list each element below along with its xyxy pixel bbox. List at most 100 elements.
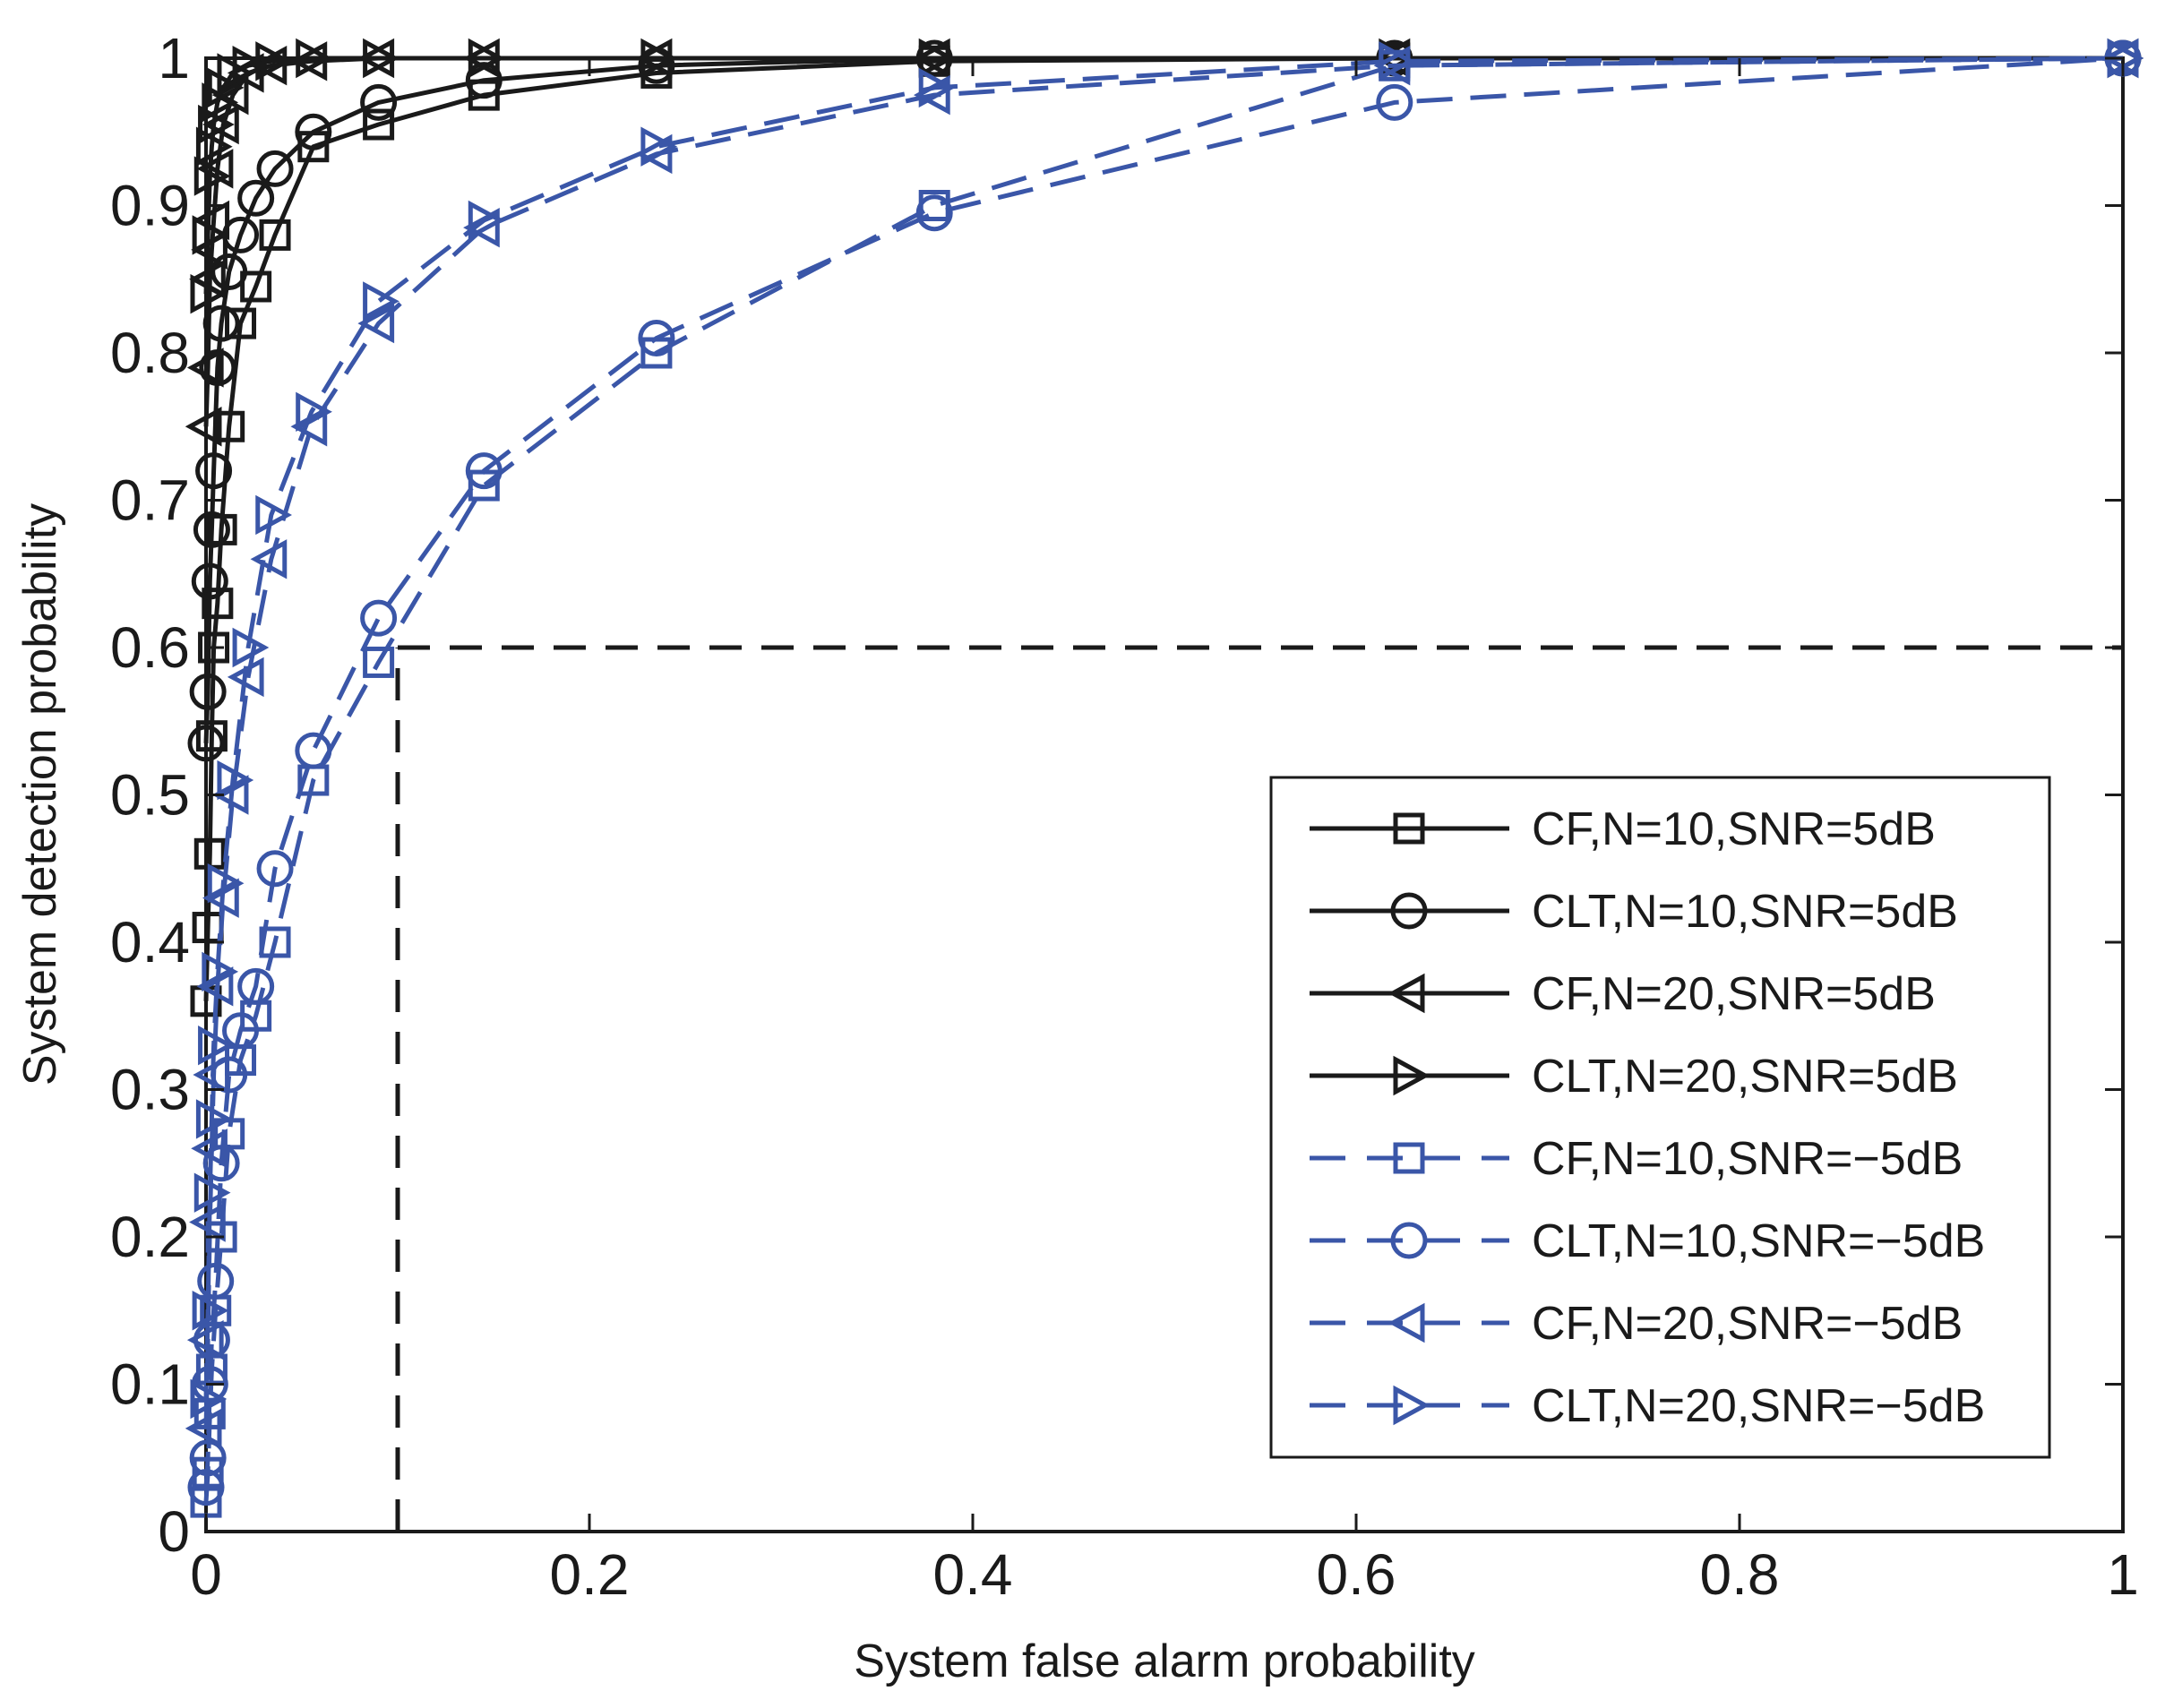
legend-entry-cf-n-20-snr-5db: CF,N=20,SNR=5dB bbox=[1310, 968, 1936, 1020]
x-tick-label: 0.2 bbox=[550, 1542, 630, 1607]
data-point-clt-n-20-snr-5db bbox=[207, 67, 245, 108]
y-tick-label: 0.1 bbox=[110, 1352, 190, 1417]
data-point-clt-n-10-snr-minus5db bbox=[915, 194, 953, 232]
data-point-clt-n-10-snr-minus5db bbox=[295, 732, 332, 769]
y-tick-label: 0 bbox=[158, 1499, 190, 1564]
data-point-clt-n-20-snr-minus5db bbox=[232, 627, 270, 668]
data-point-cf-n-10-snr-5db bbox=[225, 307, 257, 339]
x-tick-label: 0.6 bbox=[1317, 1542, 1396, 1607]
legend-label-cf-n-10-snr-5db: CF,N=10,SNR=5dB bbox=[1532, 803, 1936, 855]
data-point-cf-n-20-snr-5db bbox=[186, 348, 224, 388]
data-point-clt-n-10-snr-minus5db bbox=[202, 1145, 240, 1182]
data-point-cf-n-10-snr-5db bbox=[195, 720, 228, 752]
x-tick-label: 0.8 bbox=[1700, 1542, 1780, 1607]
data-point-clt-n-20-snr-minus5db bbox=[1379, 41, 1416, 82]
series-line-cf-n-20-snr-minus5db bbox=[203, 56, 2124, 1429]
data-point-clt-n-20-snr-minus5db bbox=[190, 1378, 228, 1420]
data-point-cf-n-10-snr-5db bbox=[240, 270, 272, 303]
legend-box bbox=[1269, 776, 2051, 1459]
data-point-clt-n-20-snr-minus5db bbox=[193, 1172, 231, 1213]
data-point-clt-n-20-snr-5db bbox=[190, 273, 228, 314]
y-tick-label: 0.2 bbox=[110, 1205, 190, 1269]
series-clt-n-10-snr-5db bbox=[187, 39, 2142, 762]
data-point-clt-n-20-snr-5db bbox=[468, 38, 505, 79]
data-point-clt-n-20-snr-minus5db bbox=[296, 391, 332, 433]
legend-entry-cf-n-10-snr-minus5db: CF,N=10,SNR=−5dB bbox=[1310, 1133, 1963, 1185]
data-point-cf-n-20-snr-minus5db bbox=[1373, 46, 1411, 86]
data-point-clt-n-20-snr-5db bbox=[255, 41, 292, 82]
data-point-clt-n-10-snr-minus5db bbox=[237, 967, 275, 1005]
data-point-clt-n-10-snr-5db bbox=[191, 562, 228, 600]
data-point-clt-n-20-snr-minus5db bbox=[363, 281, 399, 322]
data-point-clt-n-10-snr-5db bbox=[210, 253, 248, 291]
data-point-clt-n-20-snr-5db bbox=[918, 38, 956, 79]
data-point-cf-n-10-snr-minus5db bbox=[363, 646, 395, 678]
data-point-clt-n-10-snr-minus5db bbox=[187, 1469, 225, 1506]
data-point-cf-n-20-snr-5db bbox=[202, 104, 239, 145]
data-point-clt-n-10-snr-5db bbox=[360, 83, 398, 121]
data-point-clt-n-10-snr-5db bbox=[295, 113, 332, 150]
data-point-clt-n-20-snr-minus5db bbox=[192, 1291, 229, 1331]
legend-entry-clt-n-20-snr-5db: CLT,N=20,SNR=5dB bbox=[1310, 1051, 1958, 1103]
legend-label-cf-n-20-snr-5db: CF,N=20,SNR=5dB bbox=[1532, 968, 1936, 1020]
data-point-clt-n-20-snr-minus5db bbox=[217, 760, 254, 801]
data-point-clt-n-10-snr-5db bbox=[187, 725, 225, 762]
y-tick-label: 0.4 bbox=[110, 910, 190, 974]
legend-label-clt-n-10-snr-minus5db: CLT,N=10,SNR=−5dB bbox=[1532, 1215, 1985, 1267]
legend-marker-cf-n-10-snr-5db bbox=[1393, 812, 1425, 845]
data-point-clt-n-10-snr-minus5db bbox=[465, 452, 503, 490]
legend-marker-clt-n-20-snr-minus5db bbox=[1393, 1385, 1430, 1426]
data-point-clt-n-20-snr-5db bbox=[363, 38, 399, 79]
legend-entry-clt-n-10-snr-5db: CLT,N=10,SNR=5dB bbox=[1310, 886, 1958, 938]
data-point-clt-n-10-snr-5db bbox=[256, 150, 294, 187]
data-point-clt-n-20-snr-5db bbox=[202, 82, 239, 123]
data-point-clt-n-10-snr-minus5db bbox=[189, 1439, 227, 1477]
data-point-cf-n-20-snr-minus5db bbox=[635, 133, 673, 175]
data-point-clt-n-10-snr-minus5db bbox=[638, 320, 675, 357]
data-point-cf-n-20-snr-minus5db bbox=[250, 539, 288, 579]
data-point-clt-n-20-snr-5db bbox=[192, 215, 229, 255]
reference-lines bbox=[395, 645, 2123, 1532]
data-point-clt-n-10-snr-minus5db bbox=[1376, 83, 1413, 121]
y-axis-label: System detection probability bbox=[14, 503, 66, 1086]
data-point-clt-n-20-snr-minus5db bbox=[195, 1099, 233, 1139]
ticks-layer: 0 0.2 0.4 0.6 0.8 1 0 0.1 0.2 0.3 0.4 0.5 0.6 0.7 0.8 0… bbox=[110, 26, 2139, 1607]
data-point-clt-n-10-snr-minus5db bbox=[197, 1262, 235, 1300]
data-point-clt-n-20-snr-minus5db bbox=[202, 951, 239, 992]
legend-marker-cf-n-10-snr-minus5db bbox=[1393, 1142, 1425, 1174]
legend-marker-clt-n-10-snr-5db bbox=[1390, 892, 1428, 930]
data-point-clt-n-10-snr-minus5db bbox=[256, 850, 294, 888]
data-point-clt-n-20-snr-5db bbox=[198, 104, 235, 145]
data-point-clt-n-10-snr-5db bbox=[189, 673, 227, 710]
series-line-clt-n-10-snr-5db bbox=[203, 56, 2123, 743]
series-line-cf-n-10-snr-5db bbox=[203, 56, 2123, 1001]
data-point-clt-n-10-snr-minus5db bbox=[222, 1012, 260, 1050]
legend-label-cf-n-10-snr-minus5db: CF,N=10,SNR=−5dB bbox=[1532, 1133, 1963, 1185]
y-tick-label: 0.3 bbox=[110, 1058, 190, 1122]
data-point-clt-n-20-snr-minus5db bbox=[918, 67, 956, 108]
data-point-clt-n-10-snr-minus5db bbox=[360, 599, 398, 637]
y-tick-label: 0.6 bbox=[110, 615, 190, 680]
x-axis-label: System false alarm probability bbox=[854, 1635, 1475, 1687]
data-point-clt-n-20-snr-5db bbox=[193, 156, 231, 196]
data-point-clt-n-20-snr-minus5db bbox=[640, 126, 678, 167]
y-tick-label: 0.5 bbox=[110, 763, 190, 828]
legend-entry-cf-n-20-snr-minus5db: CF,N=20,SNR=−5dB bbox=[1310, 1298, 1963, 1350]
data-point-clt-n-20-snr-5db bbox=[195, 126, 233, 167]
data-point-clt-n-20-snr-minus5db bbox=[468, 200, 505, 241]
y-tick-label: 0.9 bbox=[110, 174, 190, 238]
legend-entry-clt-n-10-snr-minus5db: CLT,N=10,SNR=−5dB bbox=[1310, 1215, 1985, 1267]
legend-marker-clt-n-20-snr-5db bbox=[1393, 1055, 1430, 1096]
series-clt-n-20-snr-minus5db bbox=[190, 38, 2144, 1420]
legend-label-cf-n-20-snr-minus5db: CF,N=20,SNR=−5dB bbox=[1532, 1298, 1963, 1350]
legend-entry-cf-n-10-snr-5db: CF,N=10,SNR=5dB bbox=[1310, 803, 1936, 855]
data-point-clt-n-10-snr-5db bbox=[465, 62, 503, 99]
legend: CF,N=10,SNR=5dB CLT,N=10,SNR=5dB CF,N=20,S… bbox=[1269, 776, 2051, 1459]
data-point-clt-n-20-snr-5db bbox=[296, 38, 332, 79]
data-point-cf-n-20-snr-5db bbox=[250, 46, 288, 86]
data-point-cf-n-20-snr-5db bbox=[185, 407, 222, 447]
y-tick-label: 0.7 bbox=[110, 468, 190, 533]
data-point-clt-n-20-snr-5db bbox=[640, 38, 678, 79]
y-tick-label: 1 bbox=[158, 26, 190, 90]
